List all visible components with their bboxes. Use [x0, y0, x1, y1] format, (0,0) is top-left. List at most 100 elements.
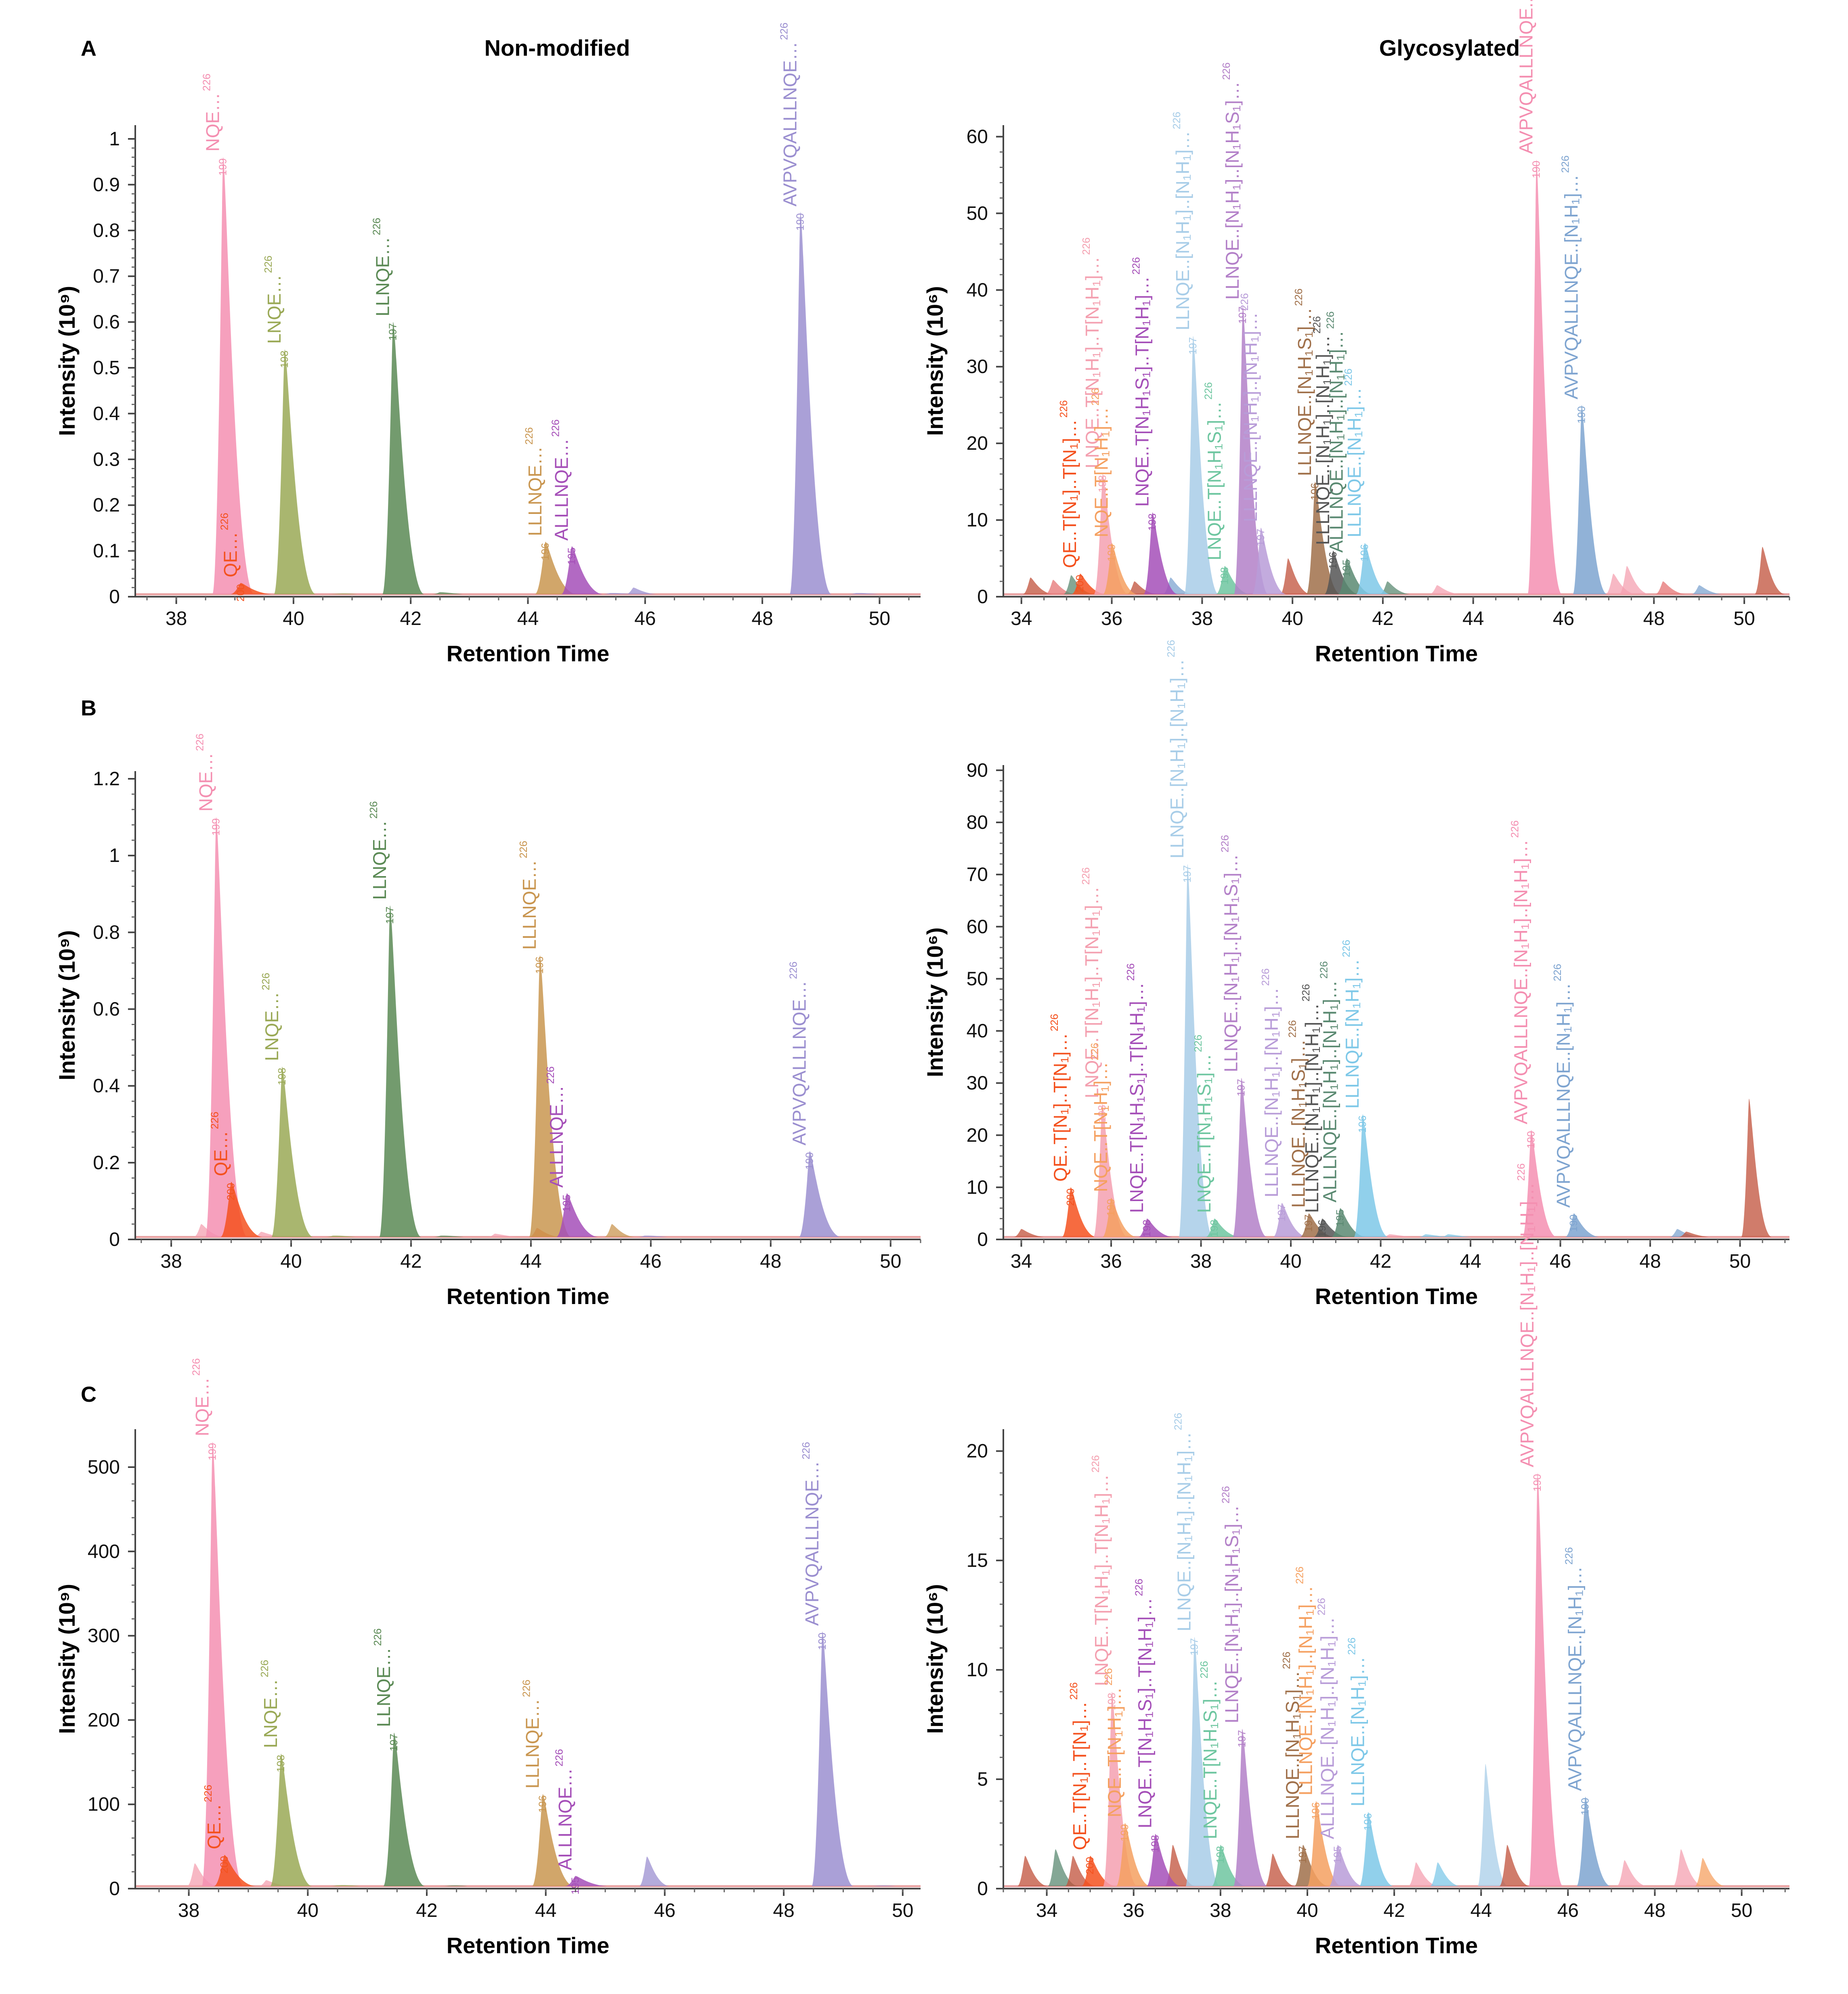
peak-label-text: NQE..T[N₁H₁]…: [1090, 1062, 1111, 1192]
peak-label-start: 200: [1074, 575, 1086, 592]
y-tick-label: 30: [967, 356, 988, 377]
peak-label-text: LLLNQE..[N₁H₁S₁]…: [1282, 1671, 1303, 1839]
x-tick-label: 42: [1370, 1251, 1391, 1272]
x-tick-label: 34: [1011, 1251, 1032, 1272]
x-tick-label: 50: [869, 608, 890, 629]
peak-label-start: 195: [1340, 560, 1352, 577]
peak-label-text: LNQE..T[N₁H₁S₁]…: [1200, 1680, 1221, 1839]
y-axis-title: Intensity (10⁹): [54, 1584, 80, 1734]
x-tick-label: 40: [297, 1900, 319, 1921]
peak-label-end: 226: [544, 1066, 556, 1084]
peak-label-text: QE..T[N₁]..T[N₁]…: [1050, 1033, 1071, 1181]
x-tick-label: 40: [280, 1251, 302, 1272]
x-axis-title: Retention Time: [447, 1933, 609, 1958]
peak-label-text: LLNQE..[N₁H₁]..[N₁H₁]…: [1172, 131, 1193, 330]
peak-label-text: ALLLNQE..[N₁H₁]..[N₁H₁]…: [1326, 331, 1347, 553]
peak-label: LLLNQE..[N₁H₁S₁]…226 197: [1286, 1020, 1315, 1232]
y-tick-label: 0.8: [93, 220, 120, 241]
peak-label-end: 226: [1048, 1014, 1060, 1031]
peak-label-end: 226: [1293, 1566, 1305, 1584]
peak-label-text: LLNQE..[N₁H₁]..[N₁H₁]…: [1166, 659, 1187, 858]
peak-label-start: 197: [384, 906, 396, 924]
peak-label: AVPVQALLLNQE..[N₁H₁]… 226 190: [1551, 964, 1580, 1232]
peak-label-text: AVPVQALLLNQE..[N₁H₁]…: [1561, 174, 1582, 399]
peak-label-end: 226: [1280, 1652, 1292, 1669]
x-tick-label: 44: [535, 1900, 556, 1921]
noise-peak: [1499, 1845, 1530, 1886]
peak-label: LNQE..T[N₁H₁S₁]… 226 198: [1192, 1035, 1220, 1237]
noise-peak: [1047, 1849, 1078, 1886]
peak-label-text: LLNQE..[N₁H₁]..[N₁H₁S₁]…: [1221, 1505, 1242, 1723]
peak-label-text: LLLNQE..[N₁H₁]…: [1344, 388, 1365, 537]
peak-label-end: 226: [1170, 112, 1183, 129]
noise-peak: [604, 1224, 635, 1237]
peak-label-text: QE..T[N₁]..T[N₁]…: [1059, 419, 1080, 568]
x-axis-title: Retention Time: [1315, 641, 1478, 666]
x-tick-label: 50: [892, 1900, 913, 1921]
plots-layer: NQE…226199QE…226200LNQE…226198LLNQE…2261…: [54, 0, 1790, 1958]
peak-label: LNQE..T[N₁H₁S₁]..T[N₁H₁]…226 198: [1124, 963, 1153, 1237]
peak-label: NQE… 226 199: [201, 73, 229, 176]
peak-label-text: NQE…: [202, 93, 223, 152]
peak-label: NQE..T[N₁H₁]… 226 199: [1089, 1043, 1117, 1216]
peak-label-end: 226: [1286, 1020, 1298, 1038]
y-tick-label: 0: [109, 1229, 120, 1250]
peak-label: ALLLNQE..[N₁H₁]..[N₁H₁]… 226 195: [1315, 1598, 1343, 1864]
panel-letter-a: A: [81, 36, 96, 61]
peak-label-start: 190: [1579, 1798, 1591, 1815]
y-tick-label: 90: [967, 760, 988, 781]
peak-label-start: 199: [1118, 1824, 1131, 1841]
peak-label-text: LNQE..T[N₁H₁S₁]..T[N₁H₁]…: [1126, 982, 1147, 1213]
y-tick-label: 200: [88, 1709, 120, 1731]
peak-label-text: QE..T[N₁]..T[N₁]…: [1069, 1701, 1090, 1850]
peak-label-text: LLLNQE..[N₁H₁]..[N₁H₁]…: [1301, 1003, 1322, 1213]
peak-label: LLNQE… 226 197: [371, 1628, 400, 1751]
x-tick-label: 34: [1036, 1900, 1057, 1921]
y-tick-label: 0: [977, 586, 988, 608]
peak-label-start: 197: [1236, 306, 1248, 324]
peak-avpvqalllnqe-n1h1-: [1565, 1213, 1600, 1237]
y-tick-label: 0.5: [93, 357, 120, 379]
peak-label-start: 196: [533, 956, 545, 974]
x-tick-label: 36: [1101, 608, 1122, 629]
x-tick-label: 40: [1296, 1900, 1318, 1921]
x-tick-label: 48: [1643, 608, 1665, 629]
x-tick-label: 48: [760, 1251, 781, 1272]
peak-label: AVPVQALLLNQE… 226 190: [787, 962, 815, 1170]
peak-llnqe-n1h1-n1h1-: [1185, 1637, 1220, 1886]
peak-lnqe: [270, 1753, 313, 1886]
peak-label: QE… 226 200: [202, 1785, 230, 1874]
peak-label-start: 190: [1530, 161, 1542, 178]
noise-peak: [1673, 1849, 1704, 1886]
peak-label-end: 226: [1133, 1579, 1145, 1596]
peak-label-start: 197: [1275, 1204, 1288, 1221]
peak-alllnqe-n1h1-n1h1-: [1329, 1845, 1363, 1886]
peak-nqe-t-n1h1-: [1116, 1823, 1151, 1886]
peak-label: NQE… 226 199: [190, 1358, 218, 1460]
peak-label-end: 226: [1317, 961, 1330, 979]
peak-label-text: LNQE…: [260, 1679, 281, 1748]
peak-label-start: 197: [387, 323, 399, 340]
peak-alllnqe: [561, 546, 603, 594]
peak-label-start: 190: [1575, 406, 1587, 424]
peak-lnqe: [271, 1067, 313, 1237]
peak-alllnqe-n1h1-n1h1-: [1331, 1208, 1366, 1237]
x-tick-label: 48: [773, 1900, 794, 1921]
peak-label-start: 196: [536, 1795, 548, 1813]
peak-label-start: 198: [276, 1068, 288, 1085]
peak-alllnqe: [556, 1193, 598, 1237]
peak-label-text: ALLLNQE..[N₁H₁]..[N₁H₁]…: [1319, 980, 1340, 1202]
peak-label: QE… 226 200: [218, 513, 246, 602]
y-axis-title: Intensity (10⁶): [922, 927, 948, 1077]
peak-label-start: 199: [1105, 544, 1118, 562]
peak-label-end: 226: [190, 1358, 202, 1375]
peak-llnqe-n1h1-n1h1s1-: [1233, 1729, 1268, 1886]
peak-label-end: 226: [1220, 1486, 1232, 1503]
y-tick-label: 0.3: [93, 449, 120, 470]
y-tick-label: 1: [109, 128, 120, 150]
x-tick-label: 44: [1470, 1900, 1492, 1921]
peak-label-start: 197: [1188, 1638, 1200, 1655]
peak-label-text: LLLNQE…: [524, 446, 545, 536]
